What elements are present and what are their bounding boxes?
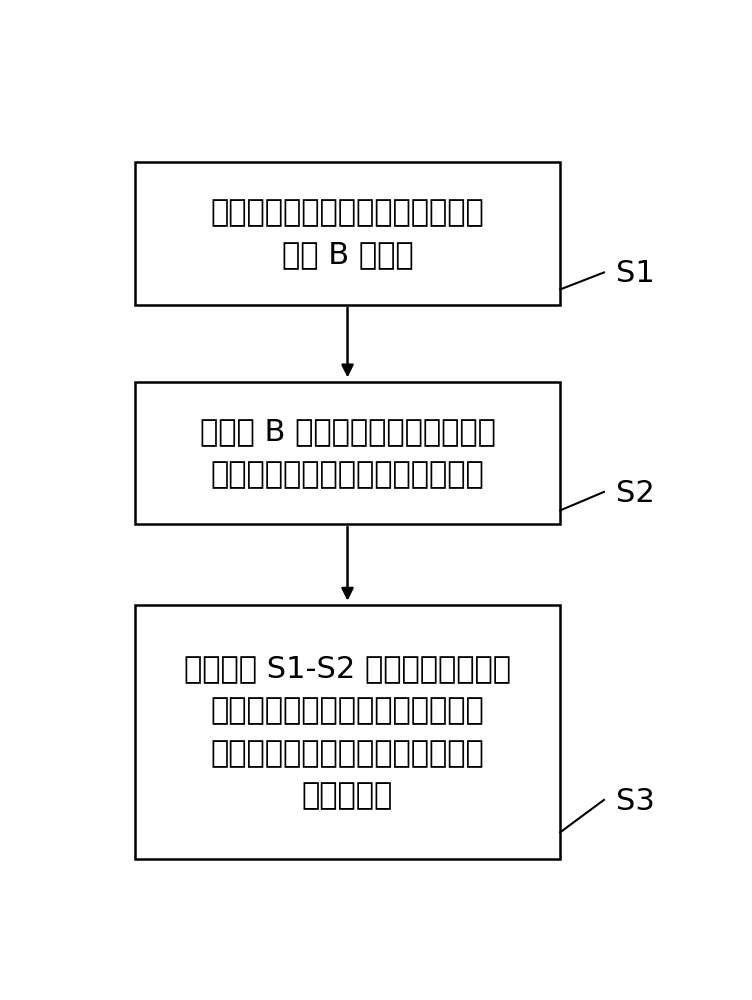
Text: 获取列车车轮镶入部位的单角度的: 获取列车车轮镶入部位的单角度的 — [211, 198, 484, 227]
Text: 个目标区域图像的重合区域图像作: 个目标区域图像的重合区域图像作 — [211, 739, 484, 768]
Text: 度的第一图像并生成目标区域图像: 度的第一图像并生成目标区域图像 — [211, 460, 484, 489]
Text: S3: S3 — [616, 787, 654, 816]
Text: S1: S1 — [616, 259, 654, 288]
Bar — [135, 382, 560, 524]
Text: 重复步骤 S1-S2 直至生成全部角度: 重复步骤 S1-S2 直至生成全部角度 — [184, 654, 511, 683]
Bar — [135, 162, 560, 305]
Text: 下的多个目标区域图像，并提取多: 下的多个目标区域图像，并提取多 — [211, 696, 484, 725]
Bar — [135, 605, 560, 859]
Text: S2: S2 — [616, 479, 654, 508]
Text: 超声 B 扫图像: 超声 B 扫图像 — [282, 240, 414, 269]
Text: 将超声 B 扫图像分解为多个不同尺: 将超声 B 扫图像分解为多个不同尺 — [199, 417, 496, 446]
Text: 为缺陷区域: 为缺陷区域 — [302, 781, 393, 810]
